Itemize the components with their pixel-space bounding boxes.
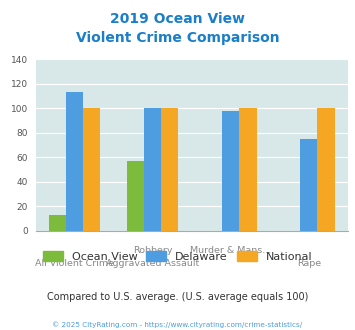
Text: 2019 Ocean View: 2019 Ocean View [110, 12, 245, 25]
Text: © 2025 CityRating.com - https://www.cityrating.com/crime-statistics/: © 2025 CityRating.com - https://www.city… [53, 322, 302, 328]
Text: Aggravated Assault: Aggravated Assault [106, 259, 199, 268]
Bar [127, 161, 144, 231]
Bar [49, 215, 66, 231]
Bar [83, 109, 100, 231]
Legend: Ocean View, Delaware, National: Ocean View, Delaware, National [38, 247, 317, 267]
Bar [317, 109, 335, 231]
Text: Robbery: Robbery [133, 246, 173, 255]
Bar [161, 109, 179, 231]
Text: Murder & Mans...: Murder & Mans... [190, 246, 271, 255]
Bar [239, 109, 257, 231]
Text: Rape: Rape [297, 259, 321, 268]
Bar [144, 109, 161, 231]
Bar [66, 92, 83, 231]
Text: All Violent Crime: All Violent Crime [35, 259, 114, 268]
Text: Violent Crime Comparison: Violent Crime Comparison [76, 31, 279, 45]
Text: Compared to U.S. average. (U.S. average equals 100): Compared to U.S. average. (U.S. average … [47, 292, 308, 302]
Bar [300, 139, 317, 231]
Bar [222, 111, 239, 231]
